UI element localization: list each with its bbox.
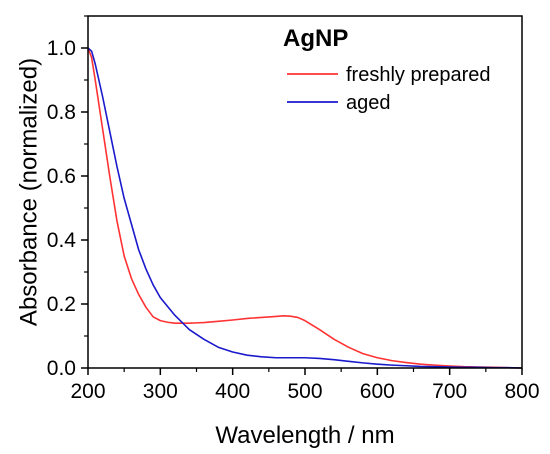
x-axis-label: Wavelength / nm [215, 422, 394, 449]
y-axis-label: Absorbance (normalized) [15, 58, 42, 326]
legend-items: freshly prepared aged [287, 64, 491, 114]
legend-title: AgNP [283, 25, 348, 52]
y-tick-label: 0.4 [47, 229, 77, 252]
legend-label: freshly prepared [346, 64, 491, 86]
y-tick-label: 0.8 [47, 101, 76, 124]
y-tick-label: 1.0 [47, 37, 76, 60]
legend-label: aged [346, 92, 391, 114]
x-tick-label: 500 [287, 380, 322, 403]
axis-tick-labels: 200 300 400 500 600 700 800 0.0 0.2 0.4 0.6 0.8 1.0 [47, 37, 540, 403]
plot-lines [87, 47, 523, 369]
series-line-aged [87, 47, 523, 369]
x-tick-label: 600 [360, 380, 395, 403]
y-tick-label: 0.2 [47, 293, 76, 316]
axis-ticks [81, 15, 523, 375]
x-tick-label: 300 [143, 380, 178, 403]
legend: AgNP freshly prepared aged [283, 25, 491, 114]
y-tick-label: 0.0 [47, 357, 76, 380]
series-line-freshly-prepared [87, 47, 523, 369]
x-tick-label: 700 [432, 380, 467, 403]
x-tick-label: 200 [70, 380, 105, 403]
x-tick-label: 400 [215, 380, 250, 403]
y-tick-label: 0.6 [47, 165, 76, 188]
x-tick-label: 800 [504, 380, 539, 403]
